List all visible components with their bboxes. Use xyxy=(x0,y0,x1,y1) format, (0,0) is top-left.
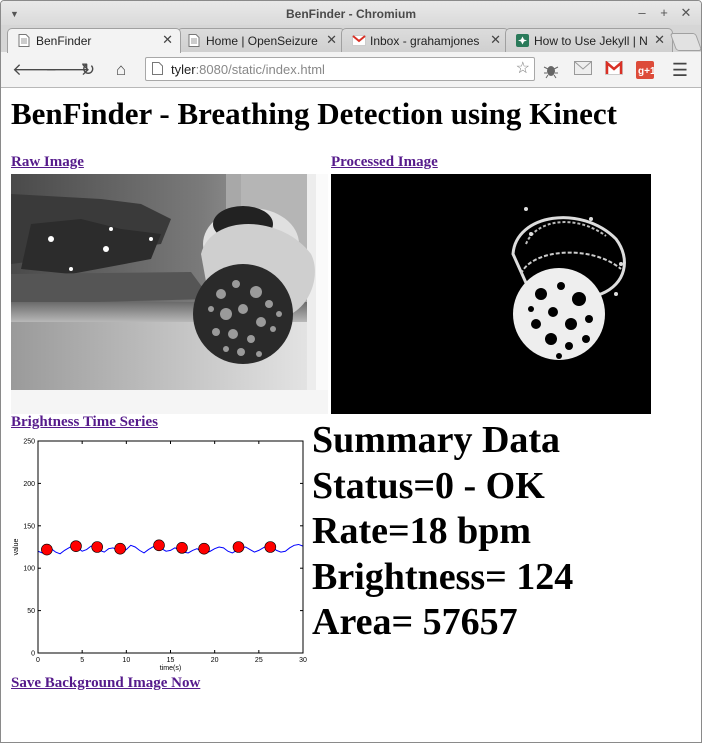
mail-extension-icon[interactable] xyxy=(574,61,592,79)
peak-marker xyxy=(91,541,103,553)
x-tick-label: 25 xyxy=(255,657,263,664)
gmail-extension-icon[interactable] xyxy=(605,60,623,79)
url-path: :8080/static/index.html xyxy=(195,62,325,77)
svg-text:g+1: g+1 xyxy=(638,66,654,77)
x-axis-label: time(s) xyxy=(160,665,181,672)
reload-icon[interactable]: ↻ xyxy=(80,60,96,79)
maximize-icon[interactable]: + xyxy=(660,5,668,20)
tab-label: Inbox - grahamjones xyxy=(370,34,480,48)
window-title: BenFinder - Chromium xyxy=(285,7,416,21)
back-icon[interactable]: 🡐 xyxy=(12,60,58,79)
area-readout: Area= 57657 xyxy=(312,601,518,643)
bug-extension-icon[interactable] xyxy=(542,61,560,79)
page-icon xyxy=(152,62,163,75)
gmail-icon xyxy=(605,60,623,75)
peak-marker xyxy=(198,542,210,555)
y-tick-label: 200 xyxy=(23,481,35,488)
page-icon xyxy=(18,34,30,47)
brightness-chart: 0 5 10 15 20 25 30 0 50 100 150 200 250 time(s) valu… xyxy=(11,433,311,673)
brightness-readout: Brightness= 124 xyxy=(312,555,574,598)
url-host: tyler xyxy=(171,62,196,77)
close-tab-icon[interactable]: ✕ xyxy=(490,32,501,47)
x-tick-label: 10 xyxy=(122,657,130,664)
y-tick-label: 100 xyxy=(23,566,35,573)
peak-marker xyxy=(153,539,165,552)
summary-panel: Summary Data Status=0 - OK Rate=18 bpm B… xyxy=(312,418,573,646)
envelope-icon xyxy=(574,61,592,75)
raw-depth-image xyxy=(11,174,328,414)
summary-title: Summary Data xyxy=(312,419,561,461)
tab-label: How to Use Jekyll | N xyxy=(534,34,648,48)
x-tick-label: 15 xyxy=(167,657,175,664)
x-tick-label: 5 xyxy=(80,657,84,664)
y-tick-label: 0 xyxy=(31,651,35,658)
y-tick-label: 50 xyxy=(27,608,35,615)
address-bar[interactable]: tyler:8080/static/index.html ☆ xyxy=(145,57,535,81)
x-tick-label: 20 xyxy=(211,657,219,664)
tab-strip: BenFinder ✕ Home | OpenSeizure ✕ Inbox -… xyxy=(1,25,701,53)
toolbar: 🡐 🡒 ↻ ⌂ tyler:8080/static/index.html ☆ g… xyxy=(1,52,701,88)
rate-readout: Rate=18 bpm xyxy=(312,510,532,552)
minimize-icon[interactable]: – xyxy=(638,5,646,20)
peak-marker xyxy=(70,540,82,552)
tab-label: Home | OpenSeizure xyxy=(206,34,318,48)
title-bar: ▼ BenFinder - Chromium – + ✕ xyxy=(1,1,701,28)
save-background-link[interactable]: Save Background Image Now xyxy=(11,675,201,691)
y-tick-label: 150 xyxy=(23,523,35,530)
window-menu-icon[interactable]: ▼ xyxy=(10,9,19,19)
y-axis-label: value xyxy=(13,539,20,556)
gmail-icon xyxy=(352,35,366,46)
x-tick-label: 30 xyxy=(299,657,307,664)
tab-label: BenFinder xyxy=(36,34,92,48)
close-tab-icon[interactable]: ✕ xyxy=(162,32,173,47)
menu-hamburger-icon[interactable]: ☰ xyxy=(671,60,689,80)
peak-marker xyxy=(41,543,53,556)
tab-inbox[interactable]: Inbox - grahamjones ✕ xyxy=(341,28,509,53)
bug-icon xyxy=(543,66,559,79)
page-content: BenFinder - Breathing Detection using Ki… xyxy=(1,88,701,742)
new-tab-button[interactable] xyxy=(669,33,701,51)
peak-marker xyxy=(114,542,126,555)
home-icon[interactable]: ⌂ xyxy=(115,60,127,79)
google-plus-icon: g+1 xyxy=(636,61,656,79)
bookmark-star-icon[interactable]: ☆ xyxy=(515,60,530,77)
status-readout: Status=0 - OK xyxy=(312,464,545,507)
peak-marker xyxy=(176,542,188,554)
peak-marker xyxy=(232,541,245,553)
page-title: BenFinder - Breathing Detection using Ki… xyxy=(11,96,617,131)
close-tab-icon[interactable]: ✕ xyxy=(326,32,337,47)
brightness-series-line xyxy=(37,543,304,555)
green-square-icon xyxy=(516,34,529,47)
brightness-time-series-link[interactable]: Brightness Time Series xyxy=(11,414,158,430)
tab-benfinder[interactable]: BenFinder ✕ xyxy=(7,28,181,53)
y-tick-label: 250 xyxy=(23,439,35,446)
brightness-chart-svg: 0 5 10 15 20 25 30 0 50 100 150 200 250 time(s) valu… xyxy=(11,433,311,673)
google-plus-extension-icon[interactable]: g+1 xyxy=(636,61,656,79)
close-window-icon[interactable]: ✕ xyxy=(680,5,692,20)
page-icon xyxy=(188,34,200,47)
x-tick-label: 0 xyxy=(36,657,40,664)
peak-marker xyxy=(264,541,277,553)
url-text: tyler:8080/static/index.html xyxy=(171,62,325,77)
raw-image-link[interactable]: Raw Image xyxy=(11,154,84,170)
tab-openseizure[interactable]: Home | OpenSeizure ✕ xyxy=(177,28,345,53)
forward-icon[interactable]: 🡒 xyxy=(45,60,91,79)
processed-image xyxy=(331,174,651,414)
processed-image-link[interactable]: Processed Image xyxy=(331,154,438,170)
close-tab-icon[interactable]: ✕ xyxy=(654,32,665,47)
tab-jekyll[interactable]: How to Use Jekyll | N ✕ xyxy=(505,28,673,53)
